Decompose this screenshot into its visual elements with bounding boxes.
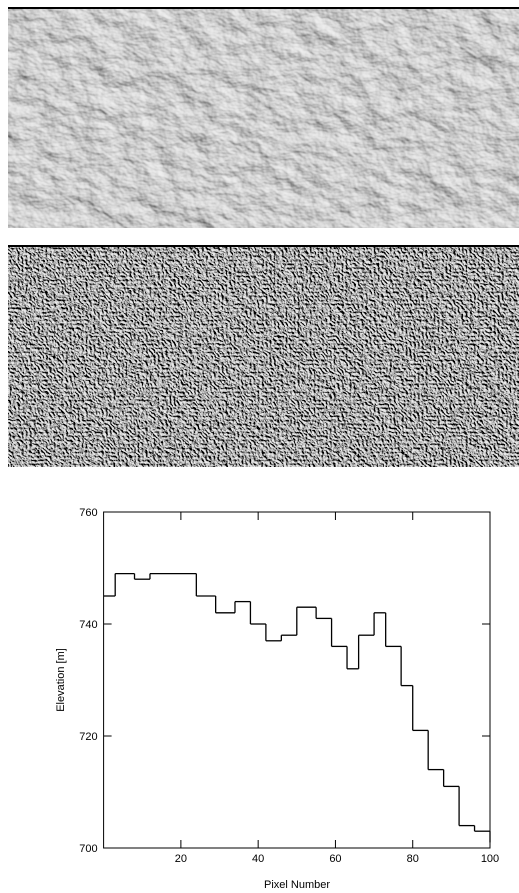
y-axis-label: Elevation [m] bbox=[55, 648, 67, 712]
x-tick-label: 100 bbox=[481, 853, 499, 865]
hillshade-image bbox=[8, 8, 519, 228]
y-tick-label: 740 bbox=[79, 619, 97, 631]
y-tick-label: 720 bbox=[79, 731, 97, 743]
x-tick-label: 20 bbox=[175, 853, 187, 865]
y-tick-label: 700 bbox=[79, 843, 97, 855]
x-tick-label: 40 bbox=[252, 853, 264, 865]
y-tick-label: 760 bbox=[79, 507, 97, 519]
x-axis-label: Pixel Number bbox=[264, 879, 330, 891]
plot-frame bbox=[103, 511, 491, 849]
edge-image bbox=[8, 246, 519, 467]
profile-chart: Pixel Number Elevation [m] 20 40 60 80 100 70… bbox=[55, 507, 499, 891]
x-tick-label: 80 bbox=[407, 853, 419, 865]
x-tick-label: 60 bbox=[329, 853, 341, 865]
